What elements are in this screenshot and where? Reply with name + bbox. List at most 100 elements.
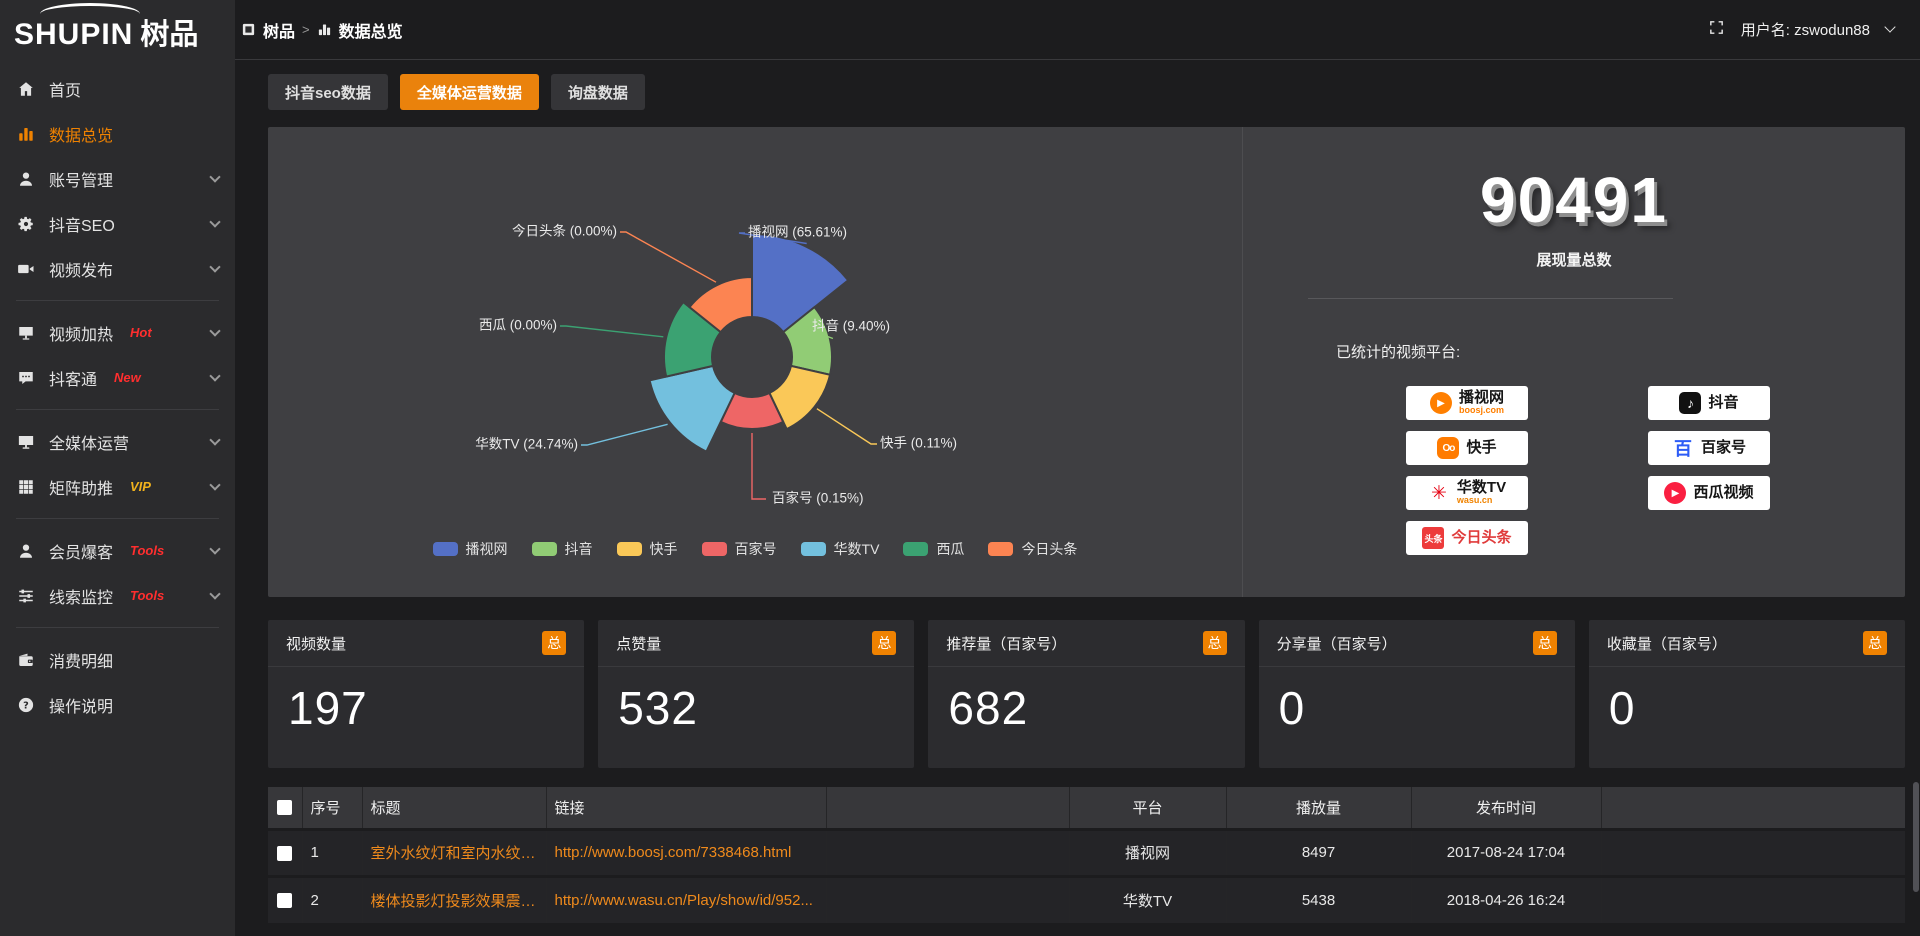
pie-label-今日头条: 今日头条 (0.00%) <box>512 223 617 239</box>
logo-arc-icon <box>40 3 140 25</box>
chevron-down-icon[interactable] <box>209 324 221 337</box>
scrollbar-thumb[interactable] <box>1913 782 1919 892</box>
content: 抖音seo数据 全媒体运营数据 询盘数据 播视网 (65.61%) 抖音 (9.40%… <box>235 60 1920 936</box>
pie-slice-今日头条[interactable] <box>688 275 753 334</box>
total-badge[interactable]: 总 <box>1202 631 1227 655</box>
chevron-down-icon[interactable] <box>1884 21 1896 33</box>
sidebar-divider <box>16 300 219 301</box>
sidebar-item-video-publish[interactable]: 视频发布 <box>0 246 235 291</box>
stat-card-header: 视频数量 总 <box>268 620 585 667</box>
legend-swatch <box>701 542 727 556</box>
boosj-icon: ▶ <box>1429 392 1452 414</box>
sidebar-item-matrix-boost[interactable]: 矩阵助推 VIP <box>0 464 235 509</box>
total-badge[interactable]: 总 <box>542 631 567 655</box>
legend-item-百家号[interactable]: 百家号 <box>701 539 777 559</box>
chevron-down-icon[interactable] <box>209 542 221 555</box>
rose-chart-svg: 播视网 (65.61%) 抖音 (9.40%) 快手 (0.11%) 百家号 (0.1… <box>475 223 957 506</box>
sidebar-item-video-heating[interactable]: 视频加热 Hot <box>0 310 235 355</box>
sidebar-item-home[interactable]: 首页 <box>0 66 235 111</box>
row-checkbox[interactable] <box>277 845 293 861</box>
col-header-spacer <box>826 787 1070 829</box>
chevron-down-icon[interactable] <box>209 587 221 600</box>
sidebar-item-account-management[interactable]: 账号管理 <box>0 156 235 201</box>
stat-card-title: 分享量（百家号） <box>1276 635 1397 653</box>
platform-name: 播视网 <box>1458 389 1504 407</box>
pie-slice-华数TV[interactable] <box>648 364 736 453</box>
scrollbar[interactable] <box>1913 64 1919 932</box>
sidebar-item-douyin-seo[interactable]: 抖音SEO <box>0 201 235 246</box>
breadcrumb-root[interactable]: 树品 <box>263 23 296 41</box>
sidebar-item-operation-guide[interactable]: ? 操作说明 <box>0 682 235 727</box>
cell-title[interactable]: 楼体投影灯投影效果震撼上市 <box>362 876 547 923</box>
sidebar-item-data-overview[interactable]: 数据总览 <box>0 111 235 156</box>
select-all-checkbox[interactable] <box>277 800 293 816</box>
cell-link[interactable]: http://www.boosj.com/7338468.html <box>546 829 827 876</box>
chevron-down-icon[interactable] <box>209 369 221 382</box>
cell-platform: 播视网 <box>1069 829 1227 876</box>
pie-slice-西瓜[interactable] <box>663 300 723 378</box>
pie-label-line <box>620 231 717 283</box>
legend-item-快手[interactable]: 快手 <box>616 539 678 559</box>
legend-swatch <box>616 542 642 556</box>
chevron-down-icon[interactable] <box>209 478 221 491</box>
sidebar-divider <box>16 518 219 519</box>
username[interactable]: 用户名: zswodun88 <box>1740 22 1870 39</box>
legend-item-华数TV[interactable]: 华数TV <box>800 539 879 559</box>
grid-icon <box>16 477 36 497</box>
pie-label-播视网: 播视网 (65.61%) <box>748 225 847 240</box>
pie-label-华数TV: 华数TV (24.74%) <box>475 437 578 452</box>
stat-card-1: 点赞量 总 532 <box>598 620 915 768</box>
sidebar-item-lead-monitor[interactable]: 线索监控 Tools <box>0 573 235 618</box>
total-badge[interactable]: 总 <box>872 631 897 655</box>
legend-item-今日头条[interactable]: 今日头条 <box>988 539 1077 559</box>
sidebar-divider <box>16 409 219 410</box>
sidebar-item-douketong[interactable]: 抖客通 New <box>0 355 235 400</box>
sidebar-item-badge: New <box>114 370 141 385</box>
sidebar-item-member-burst[interactable]: 会员爆客 Tools <box>0 528 235 573</box>
legend-item-西瓜[interactable]: 西瓜 <box>903 539 964 559</box>
topbar: 树品 > 数据总览 用户名: zswodun88 <box>235 0 1920 60</box>
sidebar-item-label: 视频发布 <box>49 262 114 280</box>
tab-1[interactable]: 全媒体运营数据 <box>399 74 539 110</box>
xigua-icon: ▶ <box>1664 482 1687 504</box>
svg-text:?: ? <box>23 700 29 711</box>
kuaishou-icon: Oo <box>1437 437 1460 459</box>
legend-label: 今日头条 <box>1021 541 1078 557</box>
pie-slice-播视网[interactable] <box>751 232 850 334</box>
tab-0[interactable]: 抖音seo数据 <box>268 74 388 110</box>
chevron-down-icon[interactable] <box>209 260 221 273</box>
stat-card-value: 532 <box>618 682 698 734</box>
total-badge[interactable]: 总 <box>1532 631 1557 655</box>
chevron-down-icon[interactable] <box>209 433 221 446</box>
col-header-empty <box>1601 787 1905 829</box>
pie-label-line <box>751 433 766 500</box>
pie-slice-快手[interactable] <box>768 364 832 431</box>
table-row: 1室外水纹灯和室内水纹灯的区别和简介http://www.boosj.com/7… <box>268 829 1905 876</box>
platform-badge-播视网: ▶ 播视网 boosj.com <box>1406 386 1528 420</box>
sidebar-item-badge: VIP <box>130 479 151 494</box>
tab-bar: 抖音seo数据 全媒体运营数据 询盘数据 <box>268 74 1905 110</box>
chevron-down-icon[interactable] <box>209 170 221 183</box>
sidebar-item-consumption-details[interactable]: 消费明细 <box>0 637 235 682</box>
cell-title[interactable]: 室外水纹灯和室内水纹灯的区别和简介 <box>362 829 547 876</box>
chevron-down-icon[interactable] <box>209 215 221 228</box>
total-badge[interactable]: 总 <box>1863 631 1888 655</box>
cell-link[interactable]: http://www.wasu.cn/Play/show/id/952... <box>546 876 827 923</box>
row-checkbox[interactable] <box>277 893 293 909</box>
baijiahao-icon: 百 <box>1673 439 1692 459</box>
sidebar-item-omni-media-operation[interactable]: 全媒体运营 <box>0 419 235 464</box>
col-header-index: 序号 <box>302 787 363 829</box>
legend-item-抖音[interactable]: 抖音 <box>531 539 593 559</box>
question-icon: ? <box>16 695 36 715</box>
app-logo[interactable]: SHUPIN 树品 <box>0 0 235 58</box>
sidebar-item-label: 数据总览 <box>49 127 114 145</box>
legend-item-播视网[interactable]: 播视网 <box>432 539 508 559</box>
fullscreen-icon[interactable] <box>1708 19 1725 40</box>
breadcrumb: 树品 > 数据总览 <box>241 18 403 42</box>
cell-empty <box>1601 876 1905 923</box>
video-icon <box>16 259 36 279</box>
toutiao-icon: 头条 <box>1422 527 1445 549</box>
tab-2[interactable]: 询盘数据 <box>550 74 645 110</box>
stat-card-value: 682 <box>948 682 1029 734</box>
